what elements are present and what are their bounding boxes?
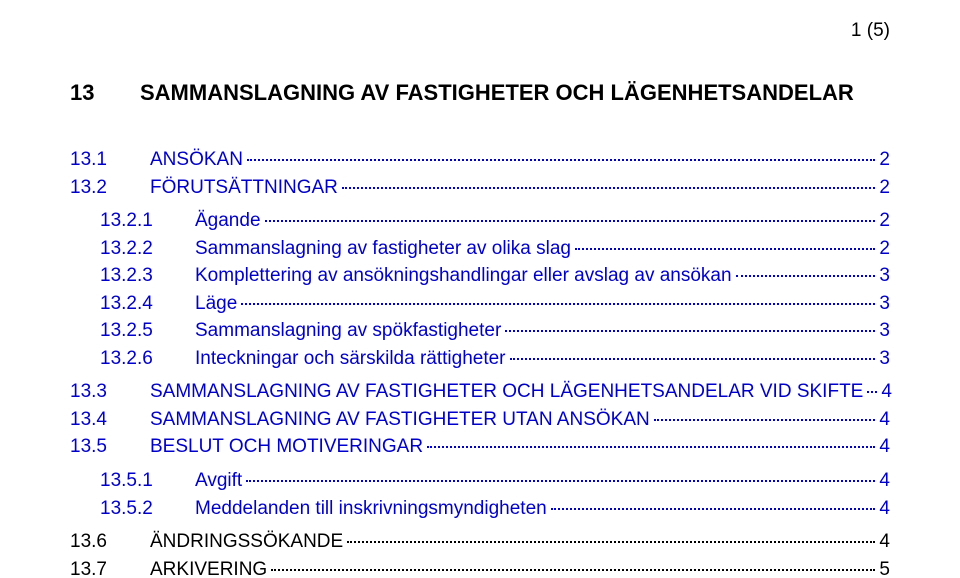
toc-entry-page: 2 <box>879 235 890 263</box>
document-page: 1 (5) 13 SAMMANSLAGNING AV FASTIGHETER O… <box>0 0 960 578</box>
toc-entry-page: 5 <box>879 556 890 578</box>
toc-leader-dots <box>736 275 876 277</box>
toc-entry-label: BESLUT OCH MOTIVERINGAR <box>150 433 423 461</box>
toc-entry[interactable]: 13.2.2Sammanslagning av fastigheter av o… <box>100 235 890 263</box>
toc-entry-label: Inteckningar och särskilda rättigheter <box>195 345 506 373</box>
page-indicator: 1 (5) <box>851 20 890 42</box>
heading-text: SAMMANSLAGNING AV FASTIGHETER OCH LÄGENH… <box>140 80 854 106</box>
toc-entry-number: 13.2 <box>70 174 150 202</box>
toc-entry[interactable]: 13.3SAMMANSLAGNING AV FASTIGHETER OCH LÄ… <box>70 378 890 406</box>
toc-entry-number: 13.6 <box>70 528 150 556</box>
toc-entry-page: 3 <box>879 262 890 290</box>
toc-entry-label: Meddelanden till inskrivningsmyndigheten <box>195 495 547 523</box>
toc-leader-dots <box>347 541 875 543</box>
toc-entry-label: Sammanslagning av fastigheter av olika s… <box>195 235 571 263</box>
toc-leader-dots <box>867 391 877 393</box>
toc-entry-label: Ägande <box>195 207 261 235</box>
toc-entry-number: 13.2.3 <box>100 262 195 290</box>
toc-entry[interactable]: 13.2FÖRUTSÄTTNINGAR 2 <box>70 174 890 202</box>
toc-entry-page: 2 <box>879 174 890 202</box>
toc-entry: 13.6ÄNDRINGSSÖKANDE 4 <box>70 528 890 556</box>
toc-entry[interactable]: 13.5.1Avgift 4 <box>100 467 890 495</box>
toc-leader-dots <box>510 358 876 360</box>
toc-entry-number: 13.5.2 <box>100 495 195 523</box>
toc-entry-label: ARKIVERING <box>150 556 267 578</box>
toc-entry-number: 13.2.6 <box>100 345 195 373</box>
toc-entry-label: Komplettering av ansökningshandlingar el… <box>195 262 732 290</box>
toc-entry-page: 3 <box>879 290 890 318</box>
toc-entry-label: Sammanslagning av spökfastigheter <box>195 317 501 345</box>
toc-entry-label: ÄNDRINGSSÖKANDE <box>150 528 343 556</box>
toc-leader-dots <box>271 569 875 571</box>
toc-entry-page: 4 <box>879 528 890 556</box>
table-of-contents: 13.1ANSÖKAN213.2FÖRUTSÄTTNINGAR213.2.1Äg… <box>70 146 890 578</box>
toc-leader-dots <box>246 480 875 482</box>
toc-entry-label: SAMMANSLAGNING AV FASTIGHETER UTAN ANSÖK… <box>150 406 650 434</box>
toc-entry[interactable]: 13.2.6Inteckningar och särskilda rättigh… <box>100 345 890 373</box>
toc-entry[interactable]: 13.5BESLUT OCH MOTIVERINGAR 4 <box>70 433 890 461</box>
toc-leader-dots <box>427 446 875 448</box>
toc-entry-number: 13.2.1 <box>100 207 195 235</box>
toc-entry-page: 4 <box>879 467 890 495</box>
toc-entry-label: Läge <box>195 290 237 318</box>
toc-leader-dots <box>241 303 875 305</box>
toc-entry-label: ANSÖKAN <box>150 146 243 174</box>
toc-entry[interactable]: 13.4SAMMANSLAGNING AV FASTIGHETER UTAN A… <box>70 406 890 434</box>
toc-entry-page: 4 <box>879 495 890 523</box>
toc-leader-dots <box>551 508 876 510</box>
toc-entry-number: 13.2.2 <box>100 235 195 263</box>
toc-entry-page: 4 <box>881 378 892 406</box>
toc-leader-dots <box>505 330 875 332</box>
toc-entry[interactable]: 13.2.5Sammanslagning av spökfastigheter 3 <box>100 317 890 345</box>
toc-entry-number: 13.1 <box>70 146 150 174</box>
toc-entry-page: 4 <box>879 433 890 461</box>
document-heading: 13 SAMMANSLAGNING AV FASTIGHETER OCH LÄG… <box>70 80 890 106</box>
toc-entry-page: 2 <box>879 146 890 174</box>
toc-entry-number: 13.3 <box>70 378 150 406</box>
heading-number: 13 <box>70 80 140 106</box>
toc-entry-page: 4 <box>879 406 890 434</box>
toc-leader-dots <box>575 248 875 250</box>
toc-entry-page: 3 <box>879 345 890 373</box>
toc-entry[interactable]: 13.2.1Ägande 2 <box>100 207 890 235</box>
toc-entry-number: 13.5 <box>70 433 150 461</box>
toc-entry-label: Avgift <box>195 467 242 495</box>
toc-entry-number: 13.2.5 <box>100 317 195 345</box>
toc-entry[interactable]: 13.5.2Meddelanden till inskrivningsmyndi… <box>100 495 890 523</box>
toc-entry-number: 13.4 <box>70 406 150 434</box>
toc-entry-page: 2 <box>879 207 890 235</box>
toc-entry-number: 13.7 <box>70 556 150 578</box>
toc-leader-dots <box>247 159 876 161</box>
toc-leader-dots <box>265 220 876 222</box>
toc-entry-number: 13.5.1 <box>100 467 195 495</box>
toc-entry[interactable]: 13.2.3Komplettering av ansökningshandlin… <box>100 262 890 290</box>
toc-leader-dots <box>342 187 876 189</box>
toc-leader-dots <box>654 419 876 421</box>
toc-entry[interactable]: 13.2.4Läge 3 <box>100 290 890 318</box>
toc-entry-label: FÖRUTSÄTTNINGAR <box>150 174 338 202</box>
toc-entry-label: SAMMANSLAGNING AV FASTIGHETER OCH LÄGENH… <box>150 378 863 406</box>
toc-entry[interactable]: 13.1ANSÖKAN 2 <box>70 146 890 174</box>
toc-entry-page: 3 <box>879 317 890 345</box>
toc-entry-number: 13.2.4 <box>100 290 195 318</box>
toc-entry: 13.7ARKIVERING 5 <box>70 556 890 578</box>
